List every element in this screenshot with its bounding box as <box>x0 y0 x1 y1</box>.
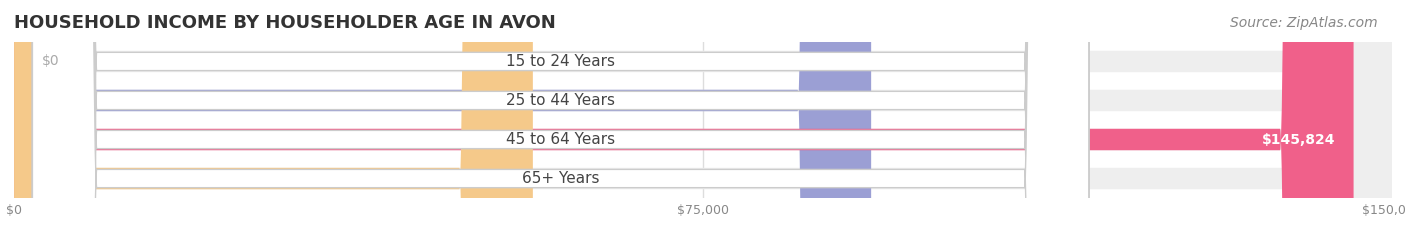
FancyBboxPatch shape <box>32 0 1088 233</box>
FancyBboxPatch shape <box>32 0 1088 233</box>
Text: Source: ZipAtlas.com: Source: ZipAtlas.com <box>1230 16 1378 30</box>
FancyBboxPatch shape <box>14 0 1392 233</box>
FancyBboxPatch shape <box>14 0 1392 233</box>
FancyBboxPatch shape <box>14 0 1354 233</box>
Text: 45 to 64 Years: 45 to 64 Years <box>506 132 616 147</box>
Text: $93,305: $93,305 <box>790 93 853 107</box>
Text: $0: $0 <box>42 55 59 69</box>
FancyBboxPatch shape <box>14 0 1392 233</box>
FancyBboxPatch shape <box>14 0 1392 233</box>
Text: $145,824: $145,824 <box>1261 133 1336 147</box>
FancyBboxPatch shape <box>32 0 1088 233</box>
FancyBboxPatch shape <box>14 0 533 233</box>
Text: 15 to 24 Years: 15 to 24 Years <box>506 54 614 69</box>
Text: HOUSEHOLD INCOME BY HOUSEHOLDER AGE IN AVON: HOUSEHOLD INCOME BY HOUSEHOLDER AGE IN A… <box>14 14 555 32</box>
Text: $56,477: $56,477 <box>451 171 515 185</box>
Text: 25 to 44 Years: 25 to 44 Years <box>506 93 614 108</box>
Text: 65+ Years: 65+ Years <box>522 171 599 186</box>
FancyBboxPatch shape <box>14 0 872 233</box>
FancyBboxPatch shape <box>32 0 1088 233</box>
